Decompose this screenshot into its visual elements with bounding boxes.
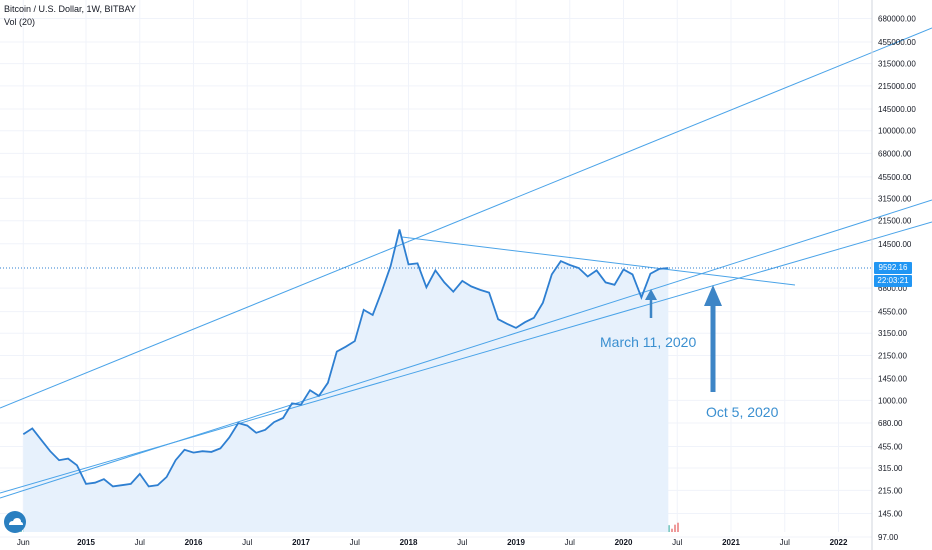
price-tick-label: 100000.00	[878, 127, 916, 136]
annotation-oct-2020: Oct 5, 2020	[706, 404, 779, 420]
price-tick-label: 215.00	[878, 486, 903, 495]
price-tick-label: 68000.00	[878, 149, 912, 158]
time-tick-label: 2022	[830, 538, 848, 547]
bar-countdown-tag: 22:03:21	[874, 275, 912, 287]
price-line	[22, 229, 669, 488]
time-tick-label: 2016	[185, 538, 203, 547]
trend-lines	[0, 27, 932, 499]
price-tick-label: 145.00	[878, 509, 903, 518]
oct-arrowhead	[704, 285, 722, 306]
time-tick-label: Jul	[672, 538, 682, 547]
time-tick-label: 2021	[722, 538, 740, 547]
trend-line	[0, 27, 932, 409]
annotation-march-2020: March 11, 2020	[600, 334, 697, 350]
time-tick-label: Jul	[135, 538, 145, 547]
price-tick-label: 145000.00	[878, 105, 916, 114]
price-tick-label: 680.00	[878, 419, 903, 428]
time-tick-label: 2018	[400, 538, 418, 547]
price-tick-label: 1450.00	[878, 375, 907, 384]
price-tick-label: 1000.00	[878, 396, 907, 405]
time-tick-label: 2020	[615, 538, 633, 547]
time-tick-label: Jul	[242, 538, 252, 547]
price-tick-label: 2150.00	[878, 352, 907, 361]
time-tick-label: Jul	[350, 538, 360, 547]
chart-symbol-title: Bitcoin / U.S. Dollar, 1W, BITBAY	[4, 4, 136, 14]
volume-indicator-label[interactable]: Vol (20)	[4, 17, 36, 27]
cloud-icon	[9, 518, 23, 525]
time-tick-label: Jul	[565, 538, 575, 547]
volume-bar	[677, 522, 679, 532]
volume-bar	[671, 528, 673, 532]
time-axis-labels: Jun 2015 Jul 2016 Jul 2017 Jul 2018 Jul 2019 Jul 20…	[17, 538, 848, 547]
trend-line	[0, 221, 932, 494]
price-area-fill	[23, 229, 669, 532]
grid-lines	[0, 0, 872, 538]
time-tick-label: Jun	[17, 538, 30, 547]
price-tick-label: 315000.00	[878, 60, 916, 69]
price-tick-label: 455000.00	[878, 38, 916, 47]
price-tick-label: 4550.00	[878, 308, 907, 317]
time-tick-label: 2015	[77, 538, 95, 547]
price-axis-labels: 67.0097.00145.00215.00315.00455.00680.00…	[878, 0, 921, 542]
volume-bar	[668, 525, 670, 532]
price-tick-label: 21500.00	[878, 217, 912, 226]
time-tick-label: 2019	[507, 538, 525, 547]
time-tick-label: Jul	[780, 538, 790, 547]
price-tick-label: 455.00	[878, 442, 903, 451]
tradingview-logo-icon[interactable]	[4, 511, 26, 533]
last-price-tag: 9592.16	[874, 262, 912, 274]
price-tick-label: 3150.00	[878, 329, 907, 338]
time-tick-label: Jul	[457, 538, 467, 547]
price-tick-label: 31500.00	[878, 194, 912, 203]
price-tick-label: 315.00	[878, 464, 903, 473]
trend-line	[401, 236, 796, 286]
price-tick-label: 97.00	[878, 533, 899, 542]
price-tick-label: 1000000.00	[878, 0, 921, 1]
price-tick-label: 6800.00	[878, 284, 907, 293]
price-tick-label: 215000.00	[878, 82, 916, 91]
time-tick-label: 2017	[292, 538, 310, 547]
march-arrowhead	[645, 289, 657, 300]
volume-bar	[674, 524, 676, 532]
price-tick-label: 680000.00	[878, 15, 916, 24]
annotation-arrows	[645, 285, 722, 392]
price-tick-label: 14500.00	[878, 240, 912, 249]
price-tick-label: 45500.00	[878, 173, 912, 182]
